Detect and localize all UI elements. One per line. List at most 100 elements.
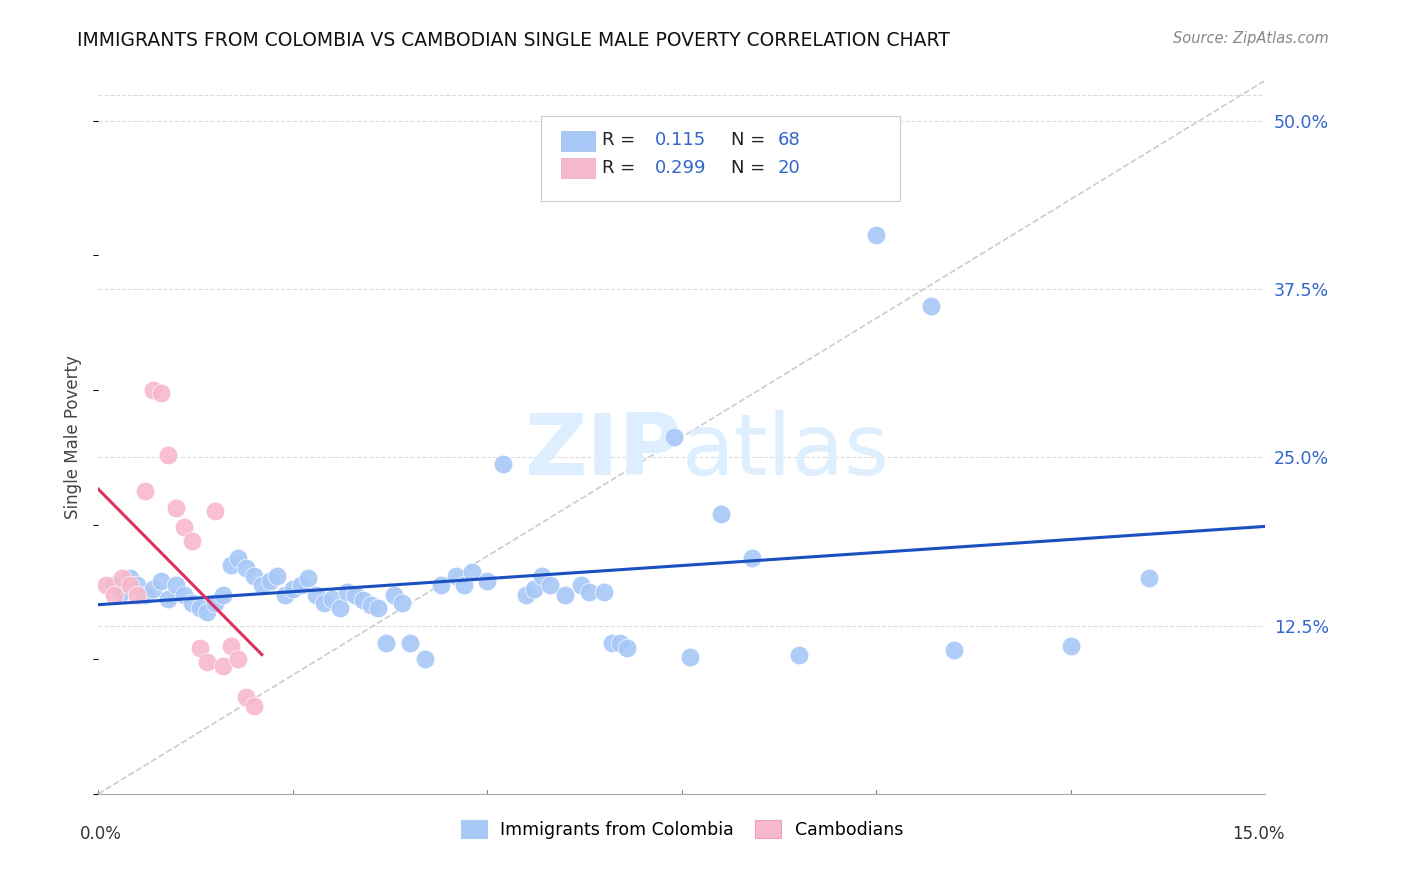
Point <box>250 578 273 592</box>
Point <box>165 501 187 516</box>
Point <box>157 591 180 606</box>
Point <box>188 601 211 615</box>
Point <box>290 578 312 592</box>
Point <box>429 578 451 592</box>
Point <box>616 641 638 656</box>
Point <box>305 588 328 602</box>
Point <box>1060 639 1083 653</box>
Point <box>446 568 468 582</box>
Point <box>165 578 187 592</box>
Point <box>538 578 561 592</box>
Point <box>461 565 484 579</box>
Point <box>679 649 702 664</box>
Point <box>523 582 546 597</box>
Point <box>103 578 125 592</box>
Text: ZIP: ZIP <box>524 409 682 493</box>
Point <box>204 596 226 610</box>
Point <box>173 520 195 534</box>
Point <box>600 636 623 650</box>
Point <box>212 588 235 602</box>
Point <box>367 601 389 615</box>
Point <box>134 483 156 498</box>
Point <box>569 578 592 592</box>
Point <box>578 585 600 599</box>
Point <box>149 574 172 589</box>
Point <box>266 568 288 582</box>
Point <box>228 551 250 566</box>
Point <box>453 578 475 592</box>
Point <box>593 585 616 599</box>
Point <box>1137 571 1160 585</box>
Point <box>943 642 966 657</box>
Point <box>103 588 125 602</box>
Point <box>297 571 319 585</box>
Text: N =: N = <box>731 159 765 177</box>
Point <box>219 558 242 572</box>
Point <box>259 574 281 589</box>
Point <box>118 571 141 585</box>
Point <box>662 430 685 444</box>
Point <box>157 448 180 462</box>
Point <box>312 596 335 610</box>
Point <box>219 639 242 653</box>
Point <box>127 588 149 602</box>
Text: N =: N = <box>731 131 765 149</box>
Point <box>344 588 367 602</box>
Point <box>243 699 266 714</box>
Point <box>111 571 134 585</box>
Point <box>554 588 576 602</box>
Point <box>180 596 202 610</box>
Point <box>920 300 942 314</box>
Point <box>382 588 405 602</box>
Y-axis label: Single Male Poverty: Single Male Poverty <box>65 355 83 519</box>
Point <box>180 533 202 548</box>
Text: atlas: atlas <box>682 409 890 493</box>
Point <box>142 582 165 597</box>
Point <box>321 591 343 606</box>
Point <box>274 588 297 602</box>
Point <box>515 588 537 602</box>
Point <box>243 568 266 582</box>
Point <box>188 641 211 656</box>
Point <box>336 585 359 599</box>
Point <box>398 636 420 650</box>
Point <box>149 385 172 400</box>
Text: 0.299: 0.299 <box>655 159 707 177</box>
Point <box>235 560 257 574</box>
Point <box>391 596 413 610</box>
Point <box>492 457 515 471</box>
Point <box>235 690 257 704</box>
Point <box>96 578 118 592</box>
Point <box>360 599 382 613</box>
Point <box>375 636 398 650</box>
Point <box>609 636 631 650</box>
Text: 20: 20 <box>778 159 800 177</box>
Point <box>329 601 352 615</box>
Point <box>281 582 304 597</box>
Point <box>204 504 226 518</box>
Legend: Immigrants from Colombia, Cambodians: Immigrants from Colombia, Cambodians <box>454 814 910 846</box>
Text: Source: ZipAtlas.com: Source: ZipAtlas.com <box>1173 31 1329 46</box>
Text: 0.115: 0.115 <box>655 131 706 149</box>
Point <box>710 507 733 521</box>
Point <box>787 648 810 663</box>
Point <box>118 578 141 592</box>
Point <box>741 551 763 566</box>
Point <box>413 652 436 666</box>
Point <box>195 605 218 619</box>
Point <box>352 593 374 607</box>
Point <box>228 652 250 666</box>
Point <box>111 585 134 599</box>
Point <box>173 588 195 602</box>
Point <box>195 655 218 669</box>
Point <box>134 588 156 602</box>
Point <box>127 578 149 592</box>
Text: R =: R = <box>602 131 636 149</box>
Text: IMMIGRANTS FROM COLOMBIA VS CAMBODIAN SINGLE MALE POVERTY CORRELATION CHART: IMMIGRANTS FROM COLOMBIA VS CAMBODIAN SI… <box>77 31 950 50</box>
Point <box>142 383 165 397</box>
Point <box>212 659 235 673</box>
Point <box>865 228 887 243</box>
Point <box>477 574 499 589</box>
Text: 68: 68 <box>778 131 800 149</box>
Text: 15.0%: 15.0% <box>1232 825 1285 843</box>
